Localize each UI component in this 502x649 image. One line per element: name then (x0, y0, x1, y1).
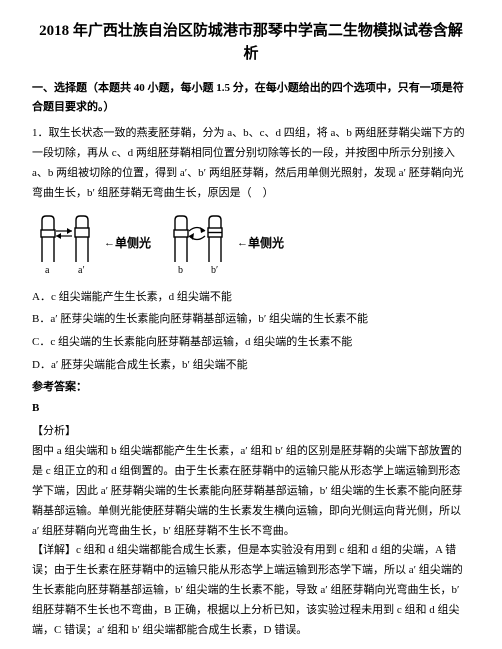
arrow-light-1: ← (104, 234, 115, 253)
diag-a-svg: a a′ (32, 210, 104, 278)
q1-stem: 1．取生长状态一致的燕麦胚芽鞘，分为 a、b、c、d 四组，将 a、b 两组胚芽… (32, 124, 470, 203)
answer: B (32, 399, 470, 418)
opt-c: C．c 组尖端的生长素能向胚芽鞘基部运输，d 组尖端的生长素不能 (32, 333, 470, 352)
diag-a: a a′ ← 单侧光 (32, 210, 151, 278)
analysis-head: 【分析】 (32, 422, 470, 441)
q1-diagram: a a′ ← 单侧光 (32, 210, 470, 278)
answer-head: 参考答案： (32, 378, 470, 397)
analysis-text: 图中 a 组尖端和 b 组尖端都能产生生长素，a′ 组和 b′ 组的区别是胚芽鞘… (32, 442, 470, 541)
page-title: 2018 年广西壮族自治区防城港市那琴中学高二生物模拟试卷含解析 (32, 20, 470, 65)
opt-a: A．c 组尖端能产生生长素，d 组尖端不能 (32, 288, 470, 307)
detail-text: 【详解】c 组和 d 组尖端都能合成生长素，但是本实验没有用到 c 组和 d 组… (32, 541, 470, 640)
opt-b: B．a′ 胚芽尖端的生长素能向胚芽鞘基部运输，b′ 组尖端的生长素不能 (32, 310, 470, 329)
label-ap: a′ (78, 265, 85, 276)
opt-d: D．a′ 胚芽尖端能合成生长素，b′ 组尖端不能 (32, 356, 470, 375)
detail-body: c 组和 d 组尖端都能合成生长素，但是本实验没有用到 c 组和 d 组的尖端，… (32, 544, 463, 635)
diag-b-svg: b b′ (165, 210, 237, 278)
light-label-1: 单侧光 (115, 233, 151, 253)
label-a: a (45, 265, 50, 276)
q1-options: A．c 组尖端能产生生长素，d 组尖端不能 B．a′ 胚芽尖端的生长素能向胚芽鞘… (32, 288, 470, 375)
label-bp: b′ (211, 265, 218, 276)
diag-b: b b′ ← 单侧光 (165, 210, 284, 278)
label-b: b (178, 265, 183, 276)
detail-head: 【详解】 (32, 544, 76, 556)
arrow-light-2: ← (237, 234, 248, 253)
light-label-2: 单侧光 (248, 233, 284, 253)
section-header: 一、选择题（本题共 40 小题，每小题 1.5 分，在每小题给出的四个选项中，只… (32, 79, 470, 116)
